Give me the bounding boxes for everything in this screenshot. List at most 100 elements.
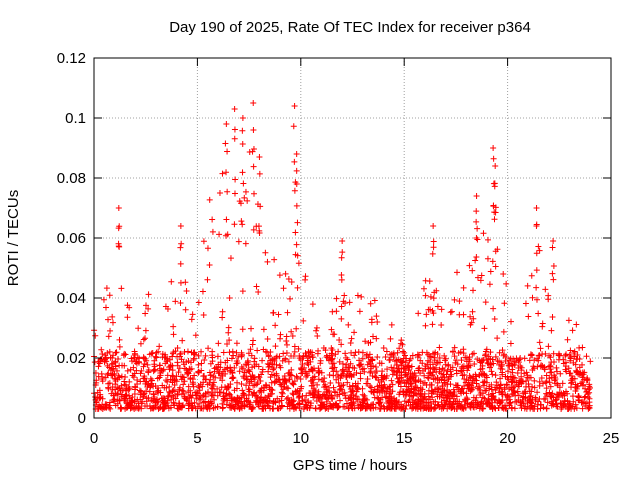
data-point [238,394,245,401]
data-point [262,249,269,256]
data-point [126,395,133,402]
data-point [250,127,257,134]
data-point [474,236,481,243]
data-point [488,361,495,368]
data-point [236,368,243,375]
data-point [115,225,122,232]
data-point [483,387,490,394]
data-point [458,401,465,408]
data-point [556,384,563,391]
data-point [494,335,501,342]
data-point [370,401,377,408]
data-point [202,352,209,359]
data-point [520,390,527,397]
y-tick-label: 0 [78,410,86,427]
data-point [572,381,579,388]
data-point [351,352,358,359]
data-point [179,373,186,380]
data-point [453,357,460,364]
data-point [546,352,553,359]
data-point [494,246,501,253]
data-point [531,365,538,372]
data-point [444,368,451,375]
data-point [328,403,335,410]
data-point [405,399,412,406]
y-tick-label: 0.1 [65,110,86,127]
data-point [456,398,463,405]
data-point [583,353,590,360]
data-point [303,352,310,359]
data-point [314,381,321,388]
data-point [430,223,437,229]
data-point [460,311,467,318]
data-point [212,389,219,396]
data-point [244,197,251,204]
data-point [291,103,298,109]
data-point [240,180,247,187]
data-point [362,338,369,345]
data-point [293,325,300,332]
data-point [422,363,429,370]
data-point [576,355,583,362]
data-point [326,372,333,379]
data-point [303,373,310,380]
data-point [344,379,351,386]
data-point [249,372,256,379]
data-point [110,366,117,373]
data-point [156,367,163,374]
data-point [366,351,373,358]
data-point [399,388,406,395]
data-point [367,405,374,412]
data-point [373,368,380,375]
data-point [507,399,514,406]
data-point [515,383,522,390]
data-point [219,377,226,384]
data-point [490,305,497,312]
data-point [336,336,343,343]
data-point [226,294,233,301]
data-point [289,333,296,340]
data-point [429,321,436,328]
data-point [311,373,318,380]
data-point [484,359,491,366]
data-point [245,366,252,373]
data-point [104,371,111,378]
data-point [169,350,176,357]
data-point [357,375,364,382]
data-point [174,353,181,360]
data-point [278,397,285,404]
data-point [309,354,316,361]
data-point [241,369,248,376]
data-point [208,400,215,407]
data-point [282,356,289,363]
data-point [576,394,583,401]
data-point [434,303,441,310]
data-point [112,377,119,384]
data-point [165,402,172,409]
data-point [339,367,346,374]
data-point [434,402,441,409]
data-point [470,315,477,322]
data-point [160,366,167,373]
data-point [345,404,352,411]
data-point [449,401,456,408]
data-point [525,381,532,388]
data-point [251,190,258,197]
data-point [493,379,500,386]
data-point [293,373,300,380]
data-point [232,176,239,183]
data-point [229,369,236,376]
data-point [146,388,153,395]
data-point [422,292,429,299]
data-point [426,381,433,388]
data-point [565,317,572,324]
data-point [490,155,497,162]
data-point [576,344,583,351]
data-point [494,382,501,389]
data-point [383,388,390,395]
data-point [143,302,150,309]
data-point [235,402,242,409]
data-point [428,400,435,407]
data-point [103,285,110,292]
data-point [391,368,398,375]
